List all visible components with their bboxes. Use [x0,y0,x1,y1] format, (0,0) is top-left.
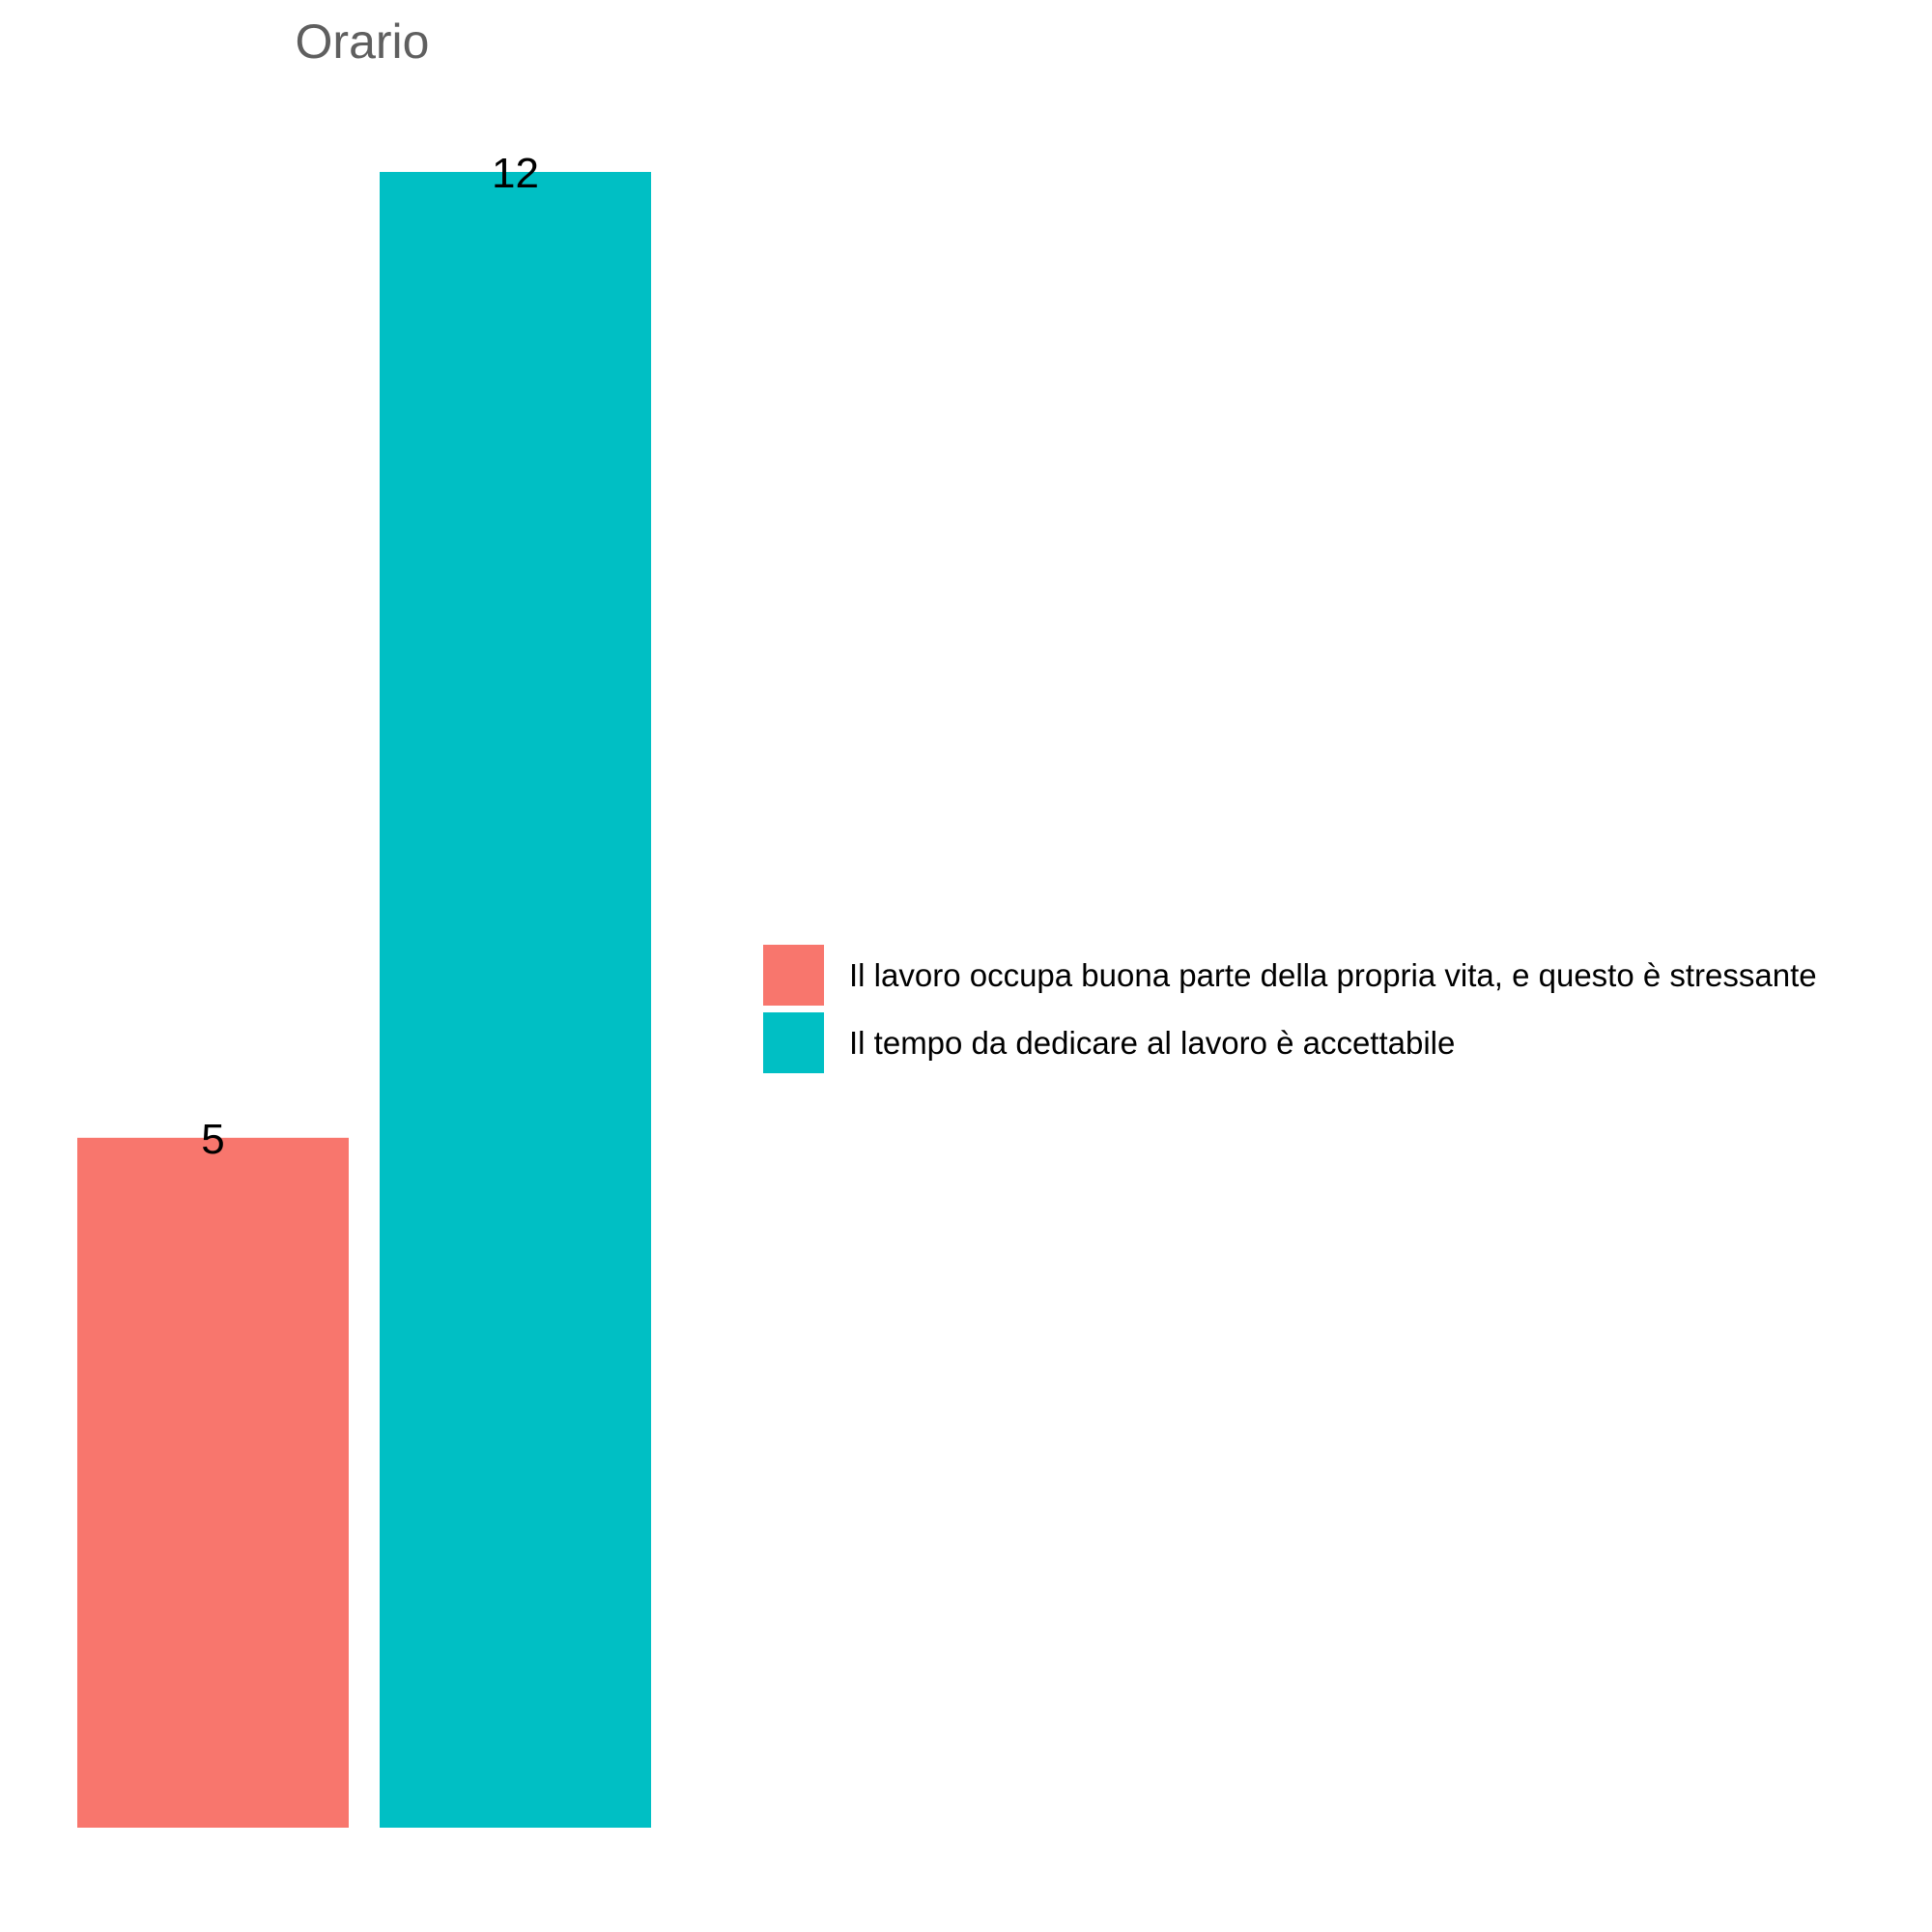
bar-value-label: 12 [492,150,539,197]
legend-label: Il tempo da dedicare al lavoro è accetta… [849,1024,1456,1061]
chart-title: Orario [295,14,430,69]
legend-swatch [763,945,824,1006]
bar-value-label: 5 [201,1116,224,1163]
bar-accettabile [380,172,651,1828]
legend-label: Il lavoro occupa buona parte della propr… [849,956,1817,993]
legend-swatch [763,1012,824,1073]
legend-item-stressante: Il lavoro occupa buona parte della propr… [763,945,1817,1006]
bar-stressante [77,1137,349,1828]
legend-item-accettabile: Il tempo da dedicare al lavoro è accetta… [763,1012,1817,1073]
legend: Il lavoro occupa buona parte della propr… [763,945,1817,1080]
